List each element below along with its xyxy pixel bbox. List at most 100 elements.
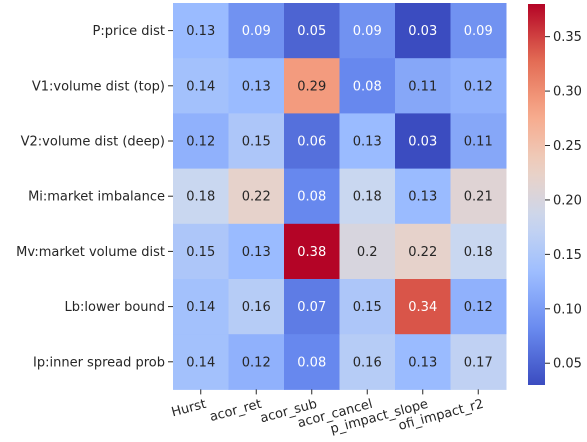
heatmap-cell <box>339 279 396 335</box>
cell-value-label: 0.16 <box>242 300 271 315</box>
cell-value-label: 0.15 <box>186 245 215 260</box>
cell-value-label: 0.12 <box>242 355 271 370</box>
heatmap-cell <box>395 168 451 225</box>
cell-value-label: 0.05 <box>297 24 326 39</box>
cell-value-label: 0.13 <box>186 24 215 39</box>
colorbar-gradient <box>528 4 545 385</box>
heatmap-cell <box>284 168 340 225</box>
heatmap-cell <box>173 168 229 225</box>
cell-value-label: 0.18 <box>353 190 382 205</box>
row-label: P:price dist <box>93 24 165 39</box>
heatmap-cell <box>450 334 507 390</box>
heatmap-cell <box>284 279 340 335</box>
heatmap-cell <box>228 223 285 280</box>
heatmap-cell <box>284 223 340 280</box>
heatmap-cell <box>339 223 396 280</box>
row-label: Ip:inner spread prob <box>33 355 165 370</box>
cell-value-label: 0.09 <box>353 24 382 39</box>
cell-value-label: 0.12 <box>186 135 215 150</box>
heatmap-cell <box>450 168 507 225</box>
row-label: Mv:market volume dist <box>16 245 165 260</box>
heatmap-cell <box>450 223 507 280</box>
colorbar-tick-label: 0.15 <box>553 248 582 263</box>
column-labels: Hurst acor_retacor_subacor_cancelp_impact… <box>170 389 485 437</box>
heatmap-cell <box>284 58 340 114</box>
heatmap-cell <box>284 3 340 59</box>
cell-value-label: 0.15 <box>242 135 271 150</box>
cell-value-label: 0.03 <box>408 135 437 150</box>
cell-value-label: 0.16 <box>353 355 382 370</box>
cell-value-label: 0.21 <box>464 190 493 205</box>
heatmap-cell <box>395 334 451 390</box>
cell-value-label: 0.15 <box>353 300 382 315</box>
cell-value-label: 0.07 <box>297 300 326 315</box>
cell-value-label: 0.13 <box>408 355 437 370</box>
cell-value-label: 0.14 <box>186 300 215 315</box>
cell-value-label: 0.12 <box>464 300 493 315</box>
cell-value-label: 0.22 <box>242 190 271 205</box>
heatmap-cell <box>173 58 229 114</box>
row-label: Mi:market imbalance <box>28 190 165 205</box>
heatmap-cell <box>395 3 451 59</box>
cell-value-label: 0.29 <box>297 79 326 94</box>
cell-value-label: 0.03 <box>408 24 437 39</box>
cell-value-label: 0.09 <box>464 24 493 39</box>
heatmap-cell <box>173 279 229 335</box>
heatmap-cell <box>395 223 451 280</box>
colorbar-tick-label: 0.25 <box>553 139 582 154</box>
cell-value-label: 0.14 <box>186 79 215 94</box>
colorbar-tick-label: 0.35 <box>553 30 582 45</box>
cell-value-label: 0.08 <box>297 190 326 205</box>
cell-value-label: 0.13 <box>242 245 271 260</box>
heatmap-cell <box>450 113 507 170</box>
heatmap-cell <box>228 3 285 59</box>
row-label: Lb:lower bound <box>65 300 165 315</box>
heatmap-cell <box>450 3 507 59</box>
cell-value-label: 0.08 <box>353 79 382 94</box>
cell-value-label: 0.17 <box>464 355 493 370</box>
cell-value-label: 0.18 <box>186 190 215 205</box>
heatmap-cell <box>228 334 285 390</box>
heatmap-cell <box>173 223 229 280</box>
heatmap-cell <box>339 3 396 59</box>
heatmap-cell <box>395 113 451 170</box>
heatmap-cell <box>228 113 285 170</box>
cell-value-label: 0.13 <box>353 135 382 150</box>
cell-value-label: 0.38 <box>297 245 326 260</box>
heatmap-cell <box>284 334 340 390</box>
heatmap-cell <box>284 113 340 170</box>
heatmap-cell <box>450 279 507 335</box>
cell-value-label: 0.34 <box>408 300 437 315</box>
cell-value-label: 0.22 <box>408 245 437 260</box>
colorbar: 0.05 0.10 0.15 0.20 0.25 0.30 0.35 <box>528 4 582 385</box>
cell-value-label: 0.11 <box>464 135 493 150</box>
cell-value-label: 0.08 <box>297 355 326 370</box>
colorbar-tick-label: 0.05 <box>553 357 582 372</box>
heatmap-cell <box>228 58 285 114</box>
cell-value-label: 0.09 <box>242 24 271 39</box>
heatmap-cells: 0.13 0.09 0.05 0.09 0.03 0.09 0.14 0.13 0.29 0.08… <box>173 3 507 390</box>
heatmap-cell <box>228 168 285 225</box>
cell-value-label: 0.14 <box>186 355 215 370</box>
cell-value-label: 0.18 <box>464 245 493 260</box>
heatmap-cell <box>228 279 285 335</box>
heatmap-cell <box>173 113 229 170</box>
heatmap-cell <box>173 3 229 59</box>
colorbar-tick-label: 0.30 <box>553 85 582 100</box>
heatmap-cell <box>395 58 451 114</box>
cell-value-label: 0.06 <box>297 135 326 150</box>
heatmap-cell <box>450 58 507 114</box>
heatmap-cell <box>339 168 396 225</box>
cell-value-label: 0.2 <box>357 245 378 260</box>
heatmap-cell <box>339 58 396 114</box>
column-label: acor_ret <box>208 397 263 425</box>
cell-value-label: 0.11 <box>408 79 437 94</box>
cell-value-label: 0.13 <box>408 190 437 205</box>
cell-value-label: 0.12 <box>464 79 493 94</box>
column-label: Hurst <box>170 397 208 421</box>
row-label: V2:volume dist (deep) <box>21 135 165 150</box>
row-labels: P:price dist V1:volume dist (top) V2:volum… <box>16 24 173 370</box>
cell-value-label: 0.13 <box>242 79 271 94</box>
heatmap-cell <box>339 113 396 170</box>
